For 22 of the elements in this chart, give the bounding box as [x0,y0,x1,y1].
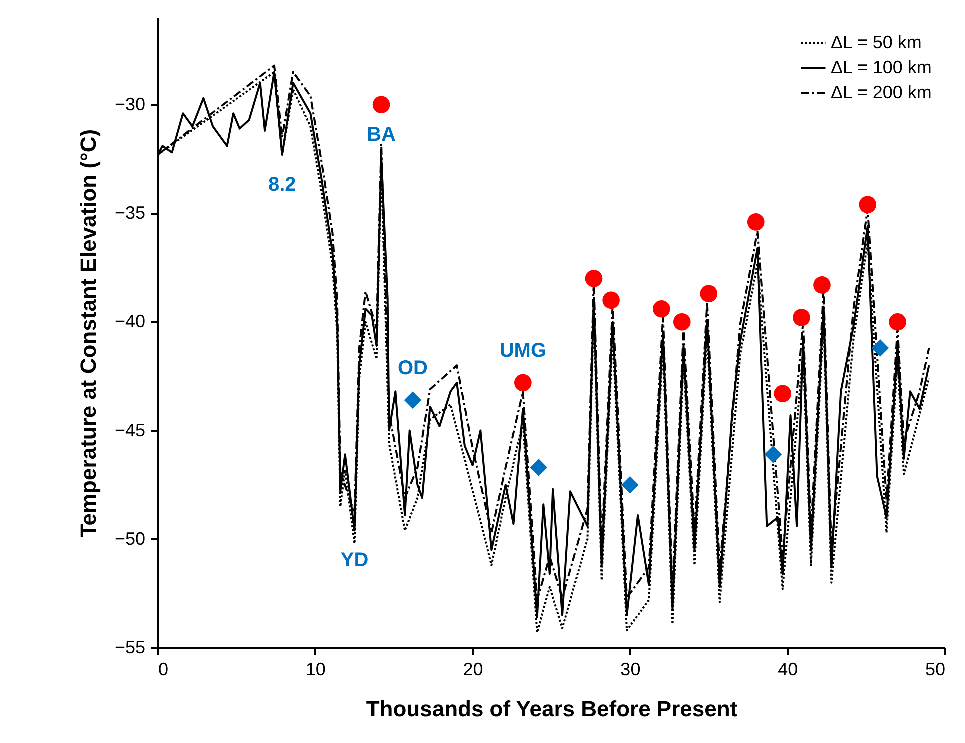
y-tick-label: −45 [114,420,146,440]
y-tick-label: −30 [114,94,146,114]
y-tick-label: −40 [114,312,146,332]
x-tick-label: 50 [925,660,946,680]
legend-label: ΔL = 200 km [831,82,932,102]
y-tick-label: −50 [114,528,146,549]
legend-label: ΔL = 50 km [831,32,922,52]
annotation: YD [340,550,369,572]
x-tick-label: 20 [463,660,484,680]
annotation: OD [398,357,428,380]
annotation: BA [367,124,396,146]
legend-label: ΔL = 100 km [831,58,932,78]
annotation: 8.2 [268,174,296,196]
y-tick-label: −35 [114,203,146,224]
annotation: UMG [500,340,547,362]
y-axis-title: Temperature at Constant Elevation (°C) [76,129,101,538]
x-tick-label: 10 [306,660,326,680]
x-tick-label: 0 [158,660,169,680]
x-tick-label: 40 [778,660,798,680]
x-tick-label: 30 [620,660,641,680]
y-tick-label: −55 [114,638,146,658]
x-axis-title: Thousands of Years Before Present [366,696,738,722]
